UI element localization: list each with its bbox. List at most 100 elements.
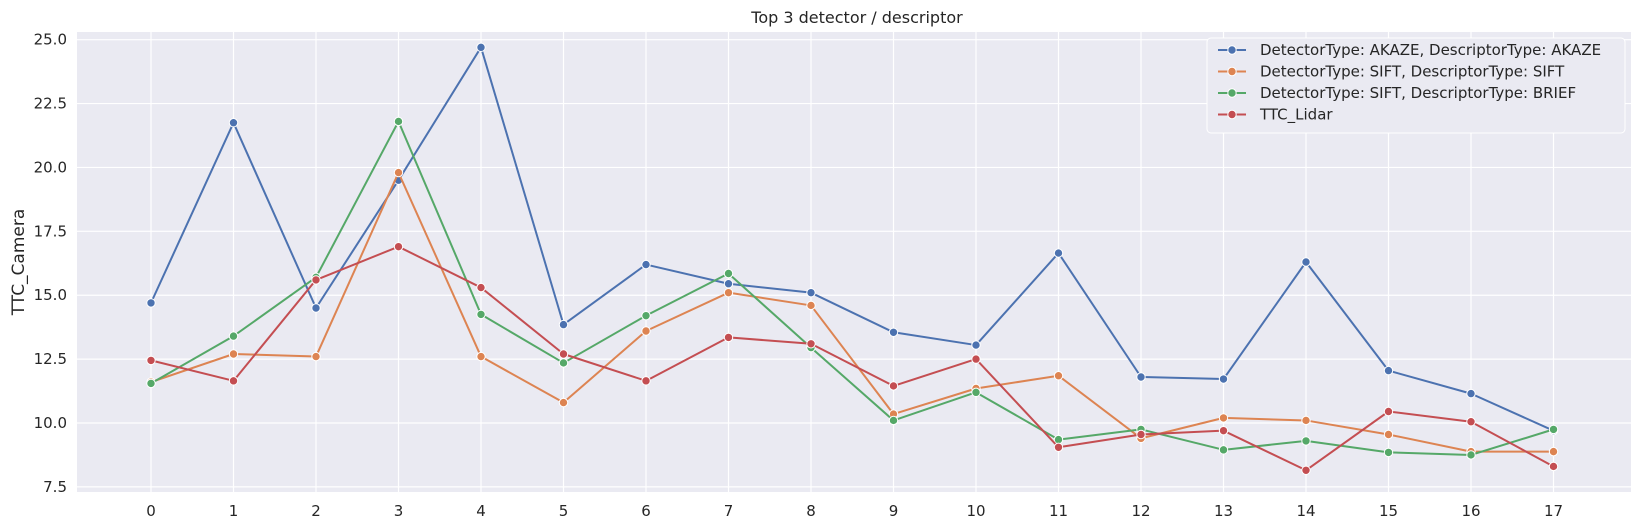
data-point bbox=[1548, 461, 1559, 472]
data-point bbox=[228, 118, 239, 128]
data-point bbox=[1548, 446, 1559, 457]
chart-title: Top 3 detector / descriptor bbox=[750, 8, 963, 27]
data-point bbox=[641, 326, 651, 336]
data-point bbox=[1301, 415, 1311, 426]
legend-label: DetectorType: SIFT, DescriptorType: SIFT bbox=[1260, 63, 1565, 81]
x-tick-label: 11 bbox=[1049, 502, 1068, 520]
data-point bbox=[1466, 417, 1476, 427]
data-point bbox=[146, 355, 156, 366]
data-point bbox=[641, 259, 651, 270]
x-tick-label: 9 bbox=[889, 502, 899, 520]
data-point bbox=[476, 282, 486, 293]
y-tick-label: 7.5 bbox=[43, 478, 67, 496]
legend-label: TTC_Lidar bbox=[1259, 106, 1333, 125]
data-point bbox=[1466, 388, 1476, 399]
data-point bbox=[311, 275, 321, 285]
data-point bbox=[1301, 436, 1311, 446]
data-point bbox=[1383, 406, 1394, 417]
legend-marker bbox=[1227, 88, 1237, 98]
data-point bbox=[558, 397, 569, 408]
data-point bbox=[1383, 429, 1394, 440]
data-point bbox=[311, 303, 321, 313]
y-tick-label: 10.0 bbox=[34, 414, 67, 432]
legend-box bbox=[1206, 37, 1626, 134]
data-point bbox=[723, 268, 734, 279]
x-tick-label: 10 bbox=[966, 502, 985, 520]
legend-label: DetectorType: SIFT, DescriptorType: BRIE… bbox=[1260, 84, 1576, 102]
legend-marker bbox=[1227, 66, 1237, 77]
tick-labels: 0 1 2 3 4 5 6 7 8 9 10 11 12 13 14 15 16 177.510.012.515.… bbox=[34, 31, 1563, 520]
legend-marker bbox=[1227, 45, 1237, 55]
x-tick-label: 4 bbox=[476, 502, 486, 520]
data-point bbox=[228, 376, 239, 386]
series-line bbox=[150, 120, 1554, 456]
data-point bbox=[971, 387, 981, 398]
data-point bbox=[1383, 365, 1394, 376]
x-tick-label: 8 bbox=[806, 502, 816, 520]
y-tick-label: 12.5 bbox=[34, 350, 67, 368]
data-point bbox=[558, 358, 569, 368]
data-point bbox=[558, 349, 569, 359]
data-point bbox=[806, 339, 816, 349]
series-line bbox=[150, 245, 1554, 472]
y-tick-label: 20.0 bbox=[34, 158, 67, 176]
data-point bbox=[1053, 434, 1064, 445]
data-point bbox=[641, 310, 651, 321]
data-point bbox=[558, 319, 569, 330]
x-tick-label: 16 bbox=[1461, 502, 1480, 520]
data-point bbox=[393, 167, 404, 178]
data-point bbox=[971, 340, 981, 350]
data-point bbox=[1136, 372, 1146, 382]
x-tick-label: 6 bbox=[641, 502, 651, 520]
data-point bbox=[1301, 257, 1311, 267]
legend-marker bbox=[1227, 109, 1237, 120]
data-point bbox=[1218, 374, 1229, 384]
data-point bbox=[228, 349, 239, 359]
data-point bbox=[1218, 413, 1229, 423]
data-point bbox=[888, 415, 899, 426]
data-point bbox=[1136, 429, 1146, 440]
data-point bbox=[723, 332, 734, 343]
data-point bbox=[1053, 248, 1064, 258]
x-tick-label: 5 bbox=[559, 502, 569, 520]
data-point bbox=[1053, 371, 1064, 381]
x-tick-label: 1 bbox=[229, 502, 239, 520]
x-tick-label: 14 bbox=[1296, 502, 1315, 520]
data-point bbox=[228, 331, 239, 341]
x-tick-label: 7 bbox=[724, 502, 734, 520]
data-point bbox=[888, 381, 899, 391]
legend-label: DetectorType: AKAZE, DescriptorType: AKA… bbox=[1260, 41, 1601, 59]
data-point bbox=[888, 327, 899, 337]
x-tick-label: 12 bbox=[1131, 502, 1150, 520]
series-group bbox=[146, 42, 1559, 475]
data-point bbox=[641, 376, 651, 386]
legend: DetectorType: AKAZE, DescriptorType: AKA… bbox=[1206, 37, 1626, 134]
y-tick-label: 25.0 bbox=[34, 31, 67, 49]
y-tick-label: 22.5 bbox=[34, 95, 67, 113]
data-point bbox=[146, 378, 156, 389]
data-point bbox=[1218, 425, 1229, 436]
y-tick-label: 15.0 bbox=[34, 286, 67, 304]
data-point bbox=[971, 354, 981, 364]
data-point bbox=[1301, 465, 1311, 475]
data-point bbox=[1466, 450, 1476, 460]
series-4 bbox=[146, 241, 1559, 475]
x-tick-label: 13 bbox=[1214, 502, 1233, 520]
x-tick-label: 17 bbox=[1544, 502, 1563, 520]
data-point bbox=[476, 309, 486, 320]
data-point bbox=[723, 287, 734, 298]
data-point bbox=[1548, 424, 1559, 435]
data-point bbox=[1218, 445, 1229, 455]
data-point bbox=[806, 287, 816, 298]
series-3 bbox=[146, 116, 1559, 460]
data-point bbox=[146, 298, 156, 308]
data-point bbox=[311, 351, 321, 362]
data-point bbox=[393, 116, 404, 127]
data-point bbox=[723, 279, 734, 289]
x-tick-label: 3 bbox=[394, 502, 404, 520]
data-point bbox=[393, 241, 404, 252]
x-tick-label: 2 bbox=[311, 502, 321, 520]
data-point bbox=[476, 351, 486, 362]
data-point bbox=[806, 300, 816, 311]
